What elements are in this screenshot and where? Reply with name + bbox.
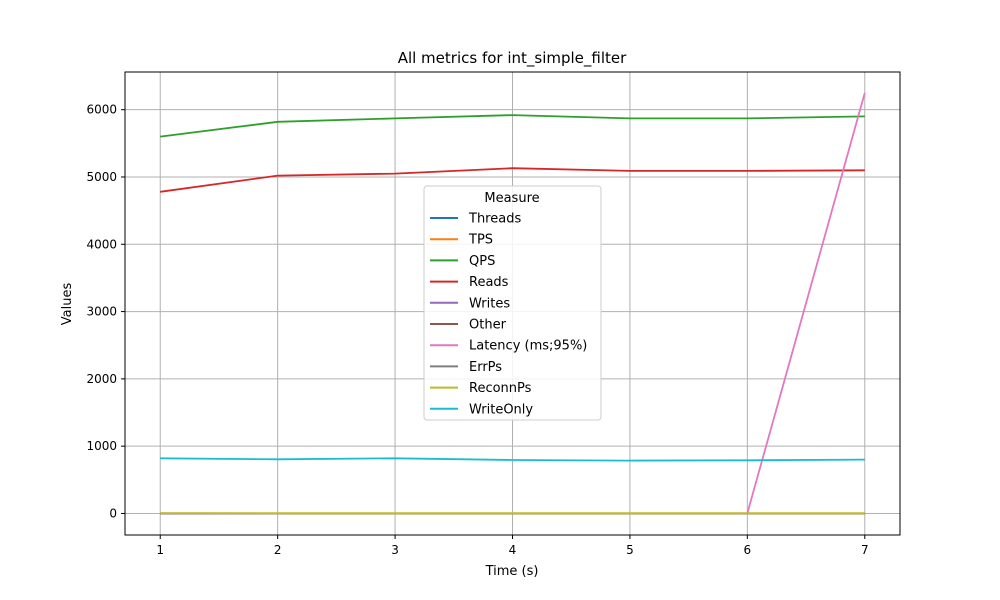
legend-entry-threads: Threads: [468, 212, 521, 227]
legend-entry-writes: Writes: [469, 296, 510, 311]
x-axis-label: Time (s): [485, 564, 539, 579]
legend-entry-errps: ErrPs: [469, 360, 502, 375]
x-axis-ticks: 1 2 3 4 5 6 7: [156, 535, 869, 557]
series-lines: [160, 92, 866, 515]
legend: Measure Threads TPS QPS Reads Writes Other Lat…: [423, 185, 602, 421]
series-line-reads: [160, 167, 865, 193]
chart-title: All metrics for int_simple_filter: [398, 49, 627, 68]
legend-entry-qps: QPS: [469, 254, 495, 269]
legend-items: Threads TPS QPS Reads Writes Other Latency (ms…: [430, 212, 587, 417]
y-tick-label: 6000: [86, 103, 117, 117]
y-axis-label: Values: [60, 283, 75, 326]
y-tick-label: 1000: [86, 439, 117, 453]
legend-entry-reads: Reads: [469, 275, 509, 290]
legend-title: Measure: [484, 191, 539, 206]
x-tick-label: 4: [509, 543, 517, 557]
y-axis-ticks: 0 1000 2000 3000 4000 5000 6000: [86, 103, 125, 520]
legend-box: [423, 185, 602, 421]
legend-entry-writeonly: WriteOnly: [469, 402, 533, 417]
y-tick-label: 2000: [86, 372, 117, 386]
x-tick-label: 1: [156, 543, 164, 557]
legend-entry-tps: TPS: [468, 233, 493, 248]
y-tick-label: 4000: [86, 237, 117, 251]
y-tick-label: 3000: [86, 305, 117, 319]
x-tick-label: 6: [744, 543, 752, 557]
legend-entry-other: Other: [469, 318, 507, 333]
x-tick-label: 7: [861, 543, 869, 557]
series-line-qps: [160, 114, 865, 138]
x-tick-label: 5: [626, 543, 634, 557]
y-tick-label: 5000: [86, 170, 117, 184]
legend-entry-latency-ms-95: Latency (ms;95%): [469, 339, 587, 354]
series-line-writeonly: [160, 457, 865, 462]
y-tick-label: 0: [109, 506, 117, 520]
legend-entry-reconnps: ReconnPs: [469, 381, 532, 396]
x-tick-label: 2: [274, 543, 282, 557]
x-tick-label: 3: [391, 543, 399, 557]
